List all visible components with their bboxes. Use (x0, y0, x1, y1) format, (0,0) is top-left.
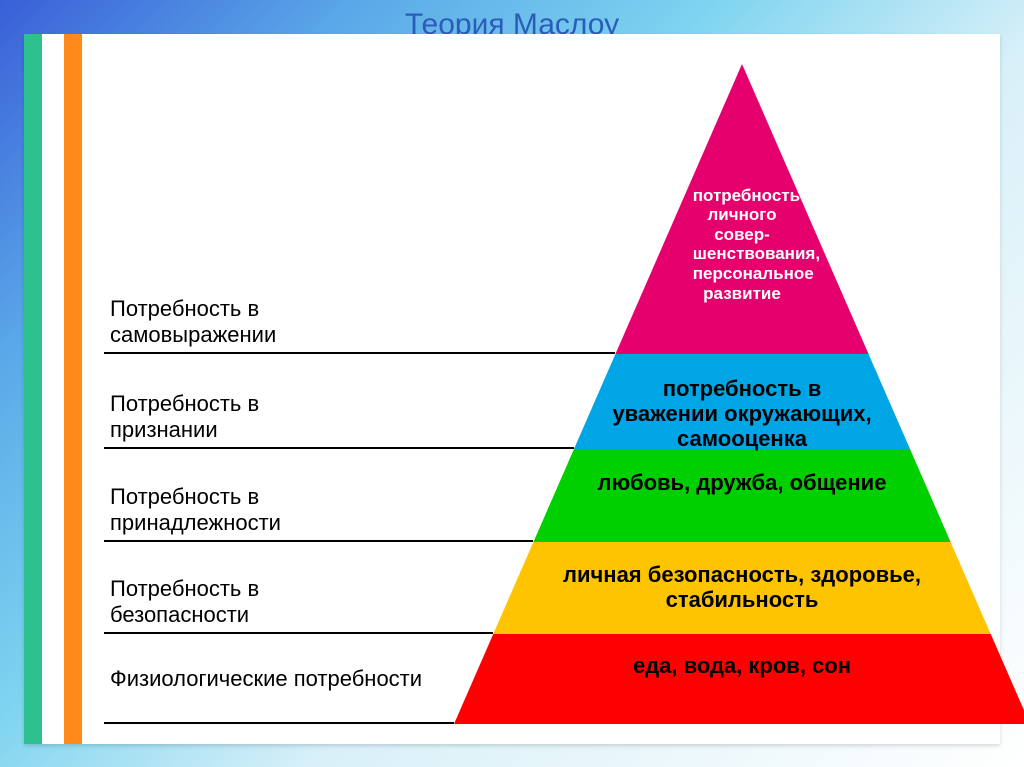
maslow-pyramid: потребность личного совер-шенствования, … (454, 64, 1024, 724)
category-rule (104, 722, 454, 724)
category-label-physiological: Физиологические потребности (104, 666, 449, 692)
category-label-text: Потребность впризнании (104, 391, 449, 444)
diagram-area: Потребность всамовыражении Потребность вп… (104, 34, 1000, 744)
pyramid-level-belonging (533, 449, 950, 542)
pyramid-svg (454, 64, 1024, 724)
category-labels-column: Потребность всамовыражении Потребность вп… (104, 34, 449, 744)
category-label-self-actualization: Потребность всамовыражении (104, 296, 449, 349)
decorative-stripe-green (24, 34, 42, 744)
category-rule (104, 632, 493, 634)
category-label-belonging: Потребность впринадлежности (104, 484, 449, 537)
content-card: Потребность всамовыражении Потребность вп… (24, 34, 1000, 744)
category-label-safety: Потребность вбезопасности (104, 576, 449, 629)
category-label-esteem: Потребность впризнании (104, 391, 449, 444)
category-label-text: Потребность вбезопасности (104, 576, 449, 629)
pyramid-level-esteem (574, 354, 910, 449)
category-label-text: Потребность всамовыражении (104, 296, 449, 349)
category-label-text: Физиологические потребности (104, 666, 449, 692)
slide-frame: Теория Маслоу Потребность всамовыражении… (0, 0, 1024, 767)
decorative-stripe-orange (64, 34, 82, 744)
pyramid-level-physiological (454, 634, 1024, 724)
pyramid-level-self-actualization (615, 64, 868, 354)
pyramid-level-safety (493, 542, 990, 634)
category-label-text: Потребность впринадлежности (104, 484, 449, 537)
